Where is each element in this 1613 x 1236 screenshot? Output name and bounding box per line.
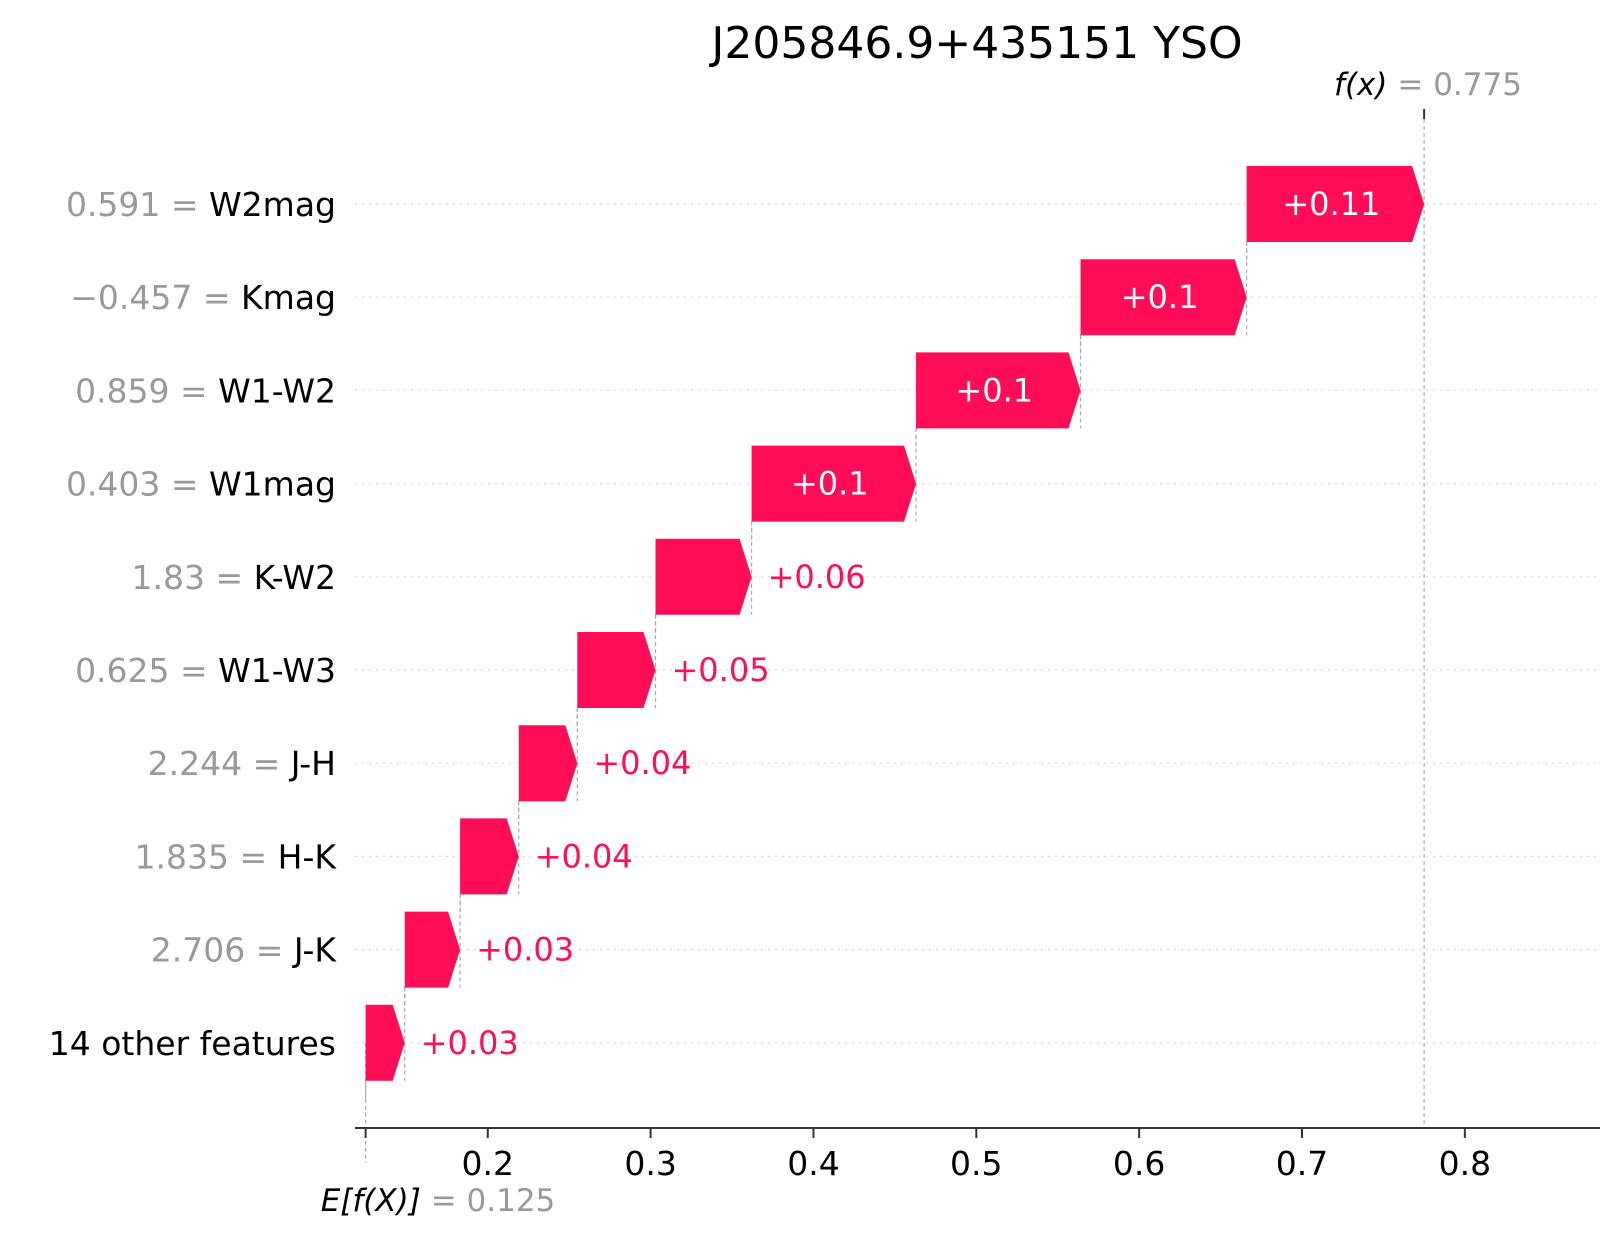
base-value-label: E[f(X)] = 0.125 [321,1183,556,1219]
feature-value: −0.457 = [70,278,241,317]
output-value-label: f(x) = 0.775 [1334,67,1522,103]
bar [1080,259,1247,336]
bar-value-label: +0.1 [955,371,1033,409]
feature-name: W1mag [209,465,336,504]
bars: +0.11 +0.1 +0.1 +0.1 +0.06 +0.05 +0.04 +0.04 +0.… [365,166,1425,1081]
feature-name: W1-W2 [218,371,336,410]
feature-value: 0.591 = [66,185,209,224]
feature-name: K-W2 [254,558,336,597]
bar [655,538,752,615]
bar-value-label: +0.05 [671,651,769,689]
output-value-number: 0.775 [1433,67,1522,103]
feature-value: 0.403 = [66,465,209,504]
x-tick-label: 0.3 [624,1144,676,1183]
x-axis: 0.2 0.3 0.4 0.5 0.6 0.7 0.8 [355,109,1600,1183]
x-tick-label: 0.7 [1276,1144,1328,1183]
feature-label: 0.625 = W1-W3 [75,651,336,690]
base-value-expr: E[f(X)] [321,1183,421,1219]
bar [577,632,656,708]
bar-value-label: +0.06 [768,558,866,596]
feature-name: J-K [292,931,337,970]
chart-title: J205846.9+435151 YSO [708,18,1242,69]
bar-value-label: +0.03 [476,931,574,969]
bar [916,352,1081,429]
feature-name: 14 other features [49,1024,336,1063]
feature-value: 2.706 = [151,931,294,970]
feature-label: 1.83 = K-W2 [132,558,336,597]
bar-value-label: +0.04 [593,744,691,782]
feature-name: Kmag [241,278,336,317]
bar [404,911,461,988]
bar-value-label: +0.03 [421,1024,519,1062]
feature-label: 0.859 = W1-W2 [75,371,336,410]
feature-label: 0.403 = W1mag [66,465,336,504]
output-value-expr: f(x) [1334,67,1387,103]
feature-label: 1.835 = H-K [135,837,338,876]
bar-value-label: +0.1 [791,465,869,503]
feature-value: 0.859 = [75,371,218,410]
base-value-number: 0.125 [467,1183,556,1219]
feature-value: 0.625 = [75,651,218,690]
x-tick-label: 0.6 [1113,1144,1165,1183]
feature-label: 0.591 = W2mag [66,185,336,224]
x-tick-label: 0.2 [462,1144,514,1183]
feature-name: W2mag [209,185,336,224]
feature-value: 1.83 = [132,558,254,597]
feature-value: 2.244 = [148,744,291,783]
connector-lines [365,112,1425,1163]
feature-name: J-H [289,744,336,783]
feature-label: −0.457 = Kmag [70,278,336,317]
feature-value: 1.835 = [135,837,278,876]
bar [518,725,578,802]
grid-lines [355,203,1600,1044]
bar-value-label: +0.1 [1121,278,1199,316]
bar-value-label: +0.11 [1282,185,1380,223]
base-value-eq: = [431,1183,457,1219]
bar [365,1004,405,1081]
bar [751,445,917,522]
feature-label: 2.706 = J-K [151,931,338,970]
feature-label: 14 other features [49,1024,336,1063]
x-tick-label: 0.4 [787,1144,839,1183]
output-value-eq: = [1397,67,1423,103]
feature-label: 2.244 = J-H [148,744,336,783]
bar [460,818,519,895]
feature-name: W1-W3 [218,651,336,690]
x-tick-label: 0.8 [1439,1144,1491,1183]
feature-name: H-K [278,837,338,876]
bar-value-label: +0.04 [535,837,633,875]
bar [1246,166,1425,242]
x-tick-label: 0.5 [950,1144,1002,1183]
